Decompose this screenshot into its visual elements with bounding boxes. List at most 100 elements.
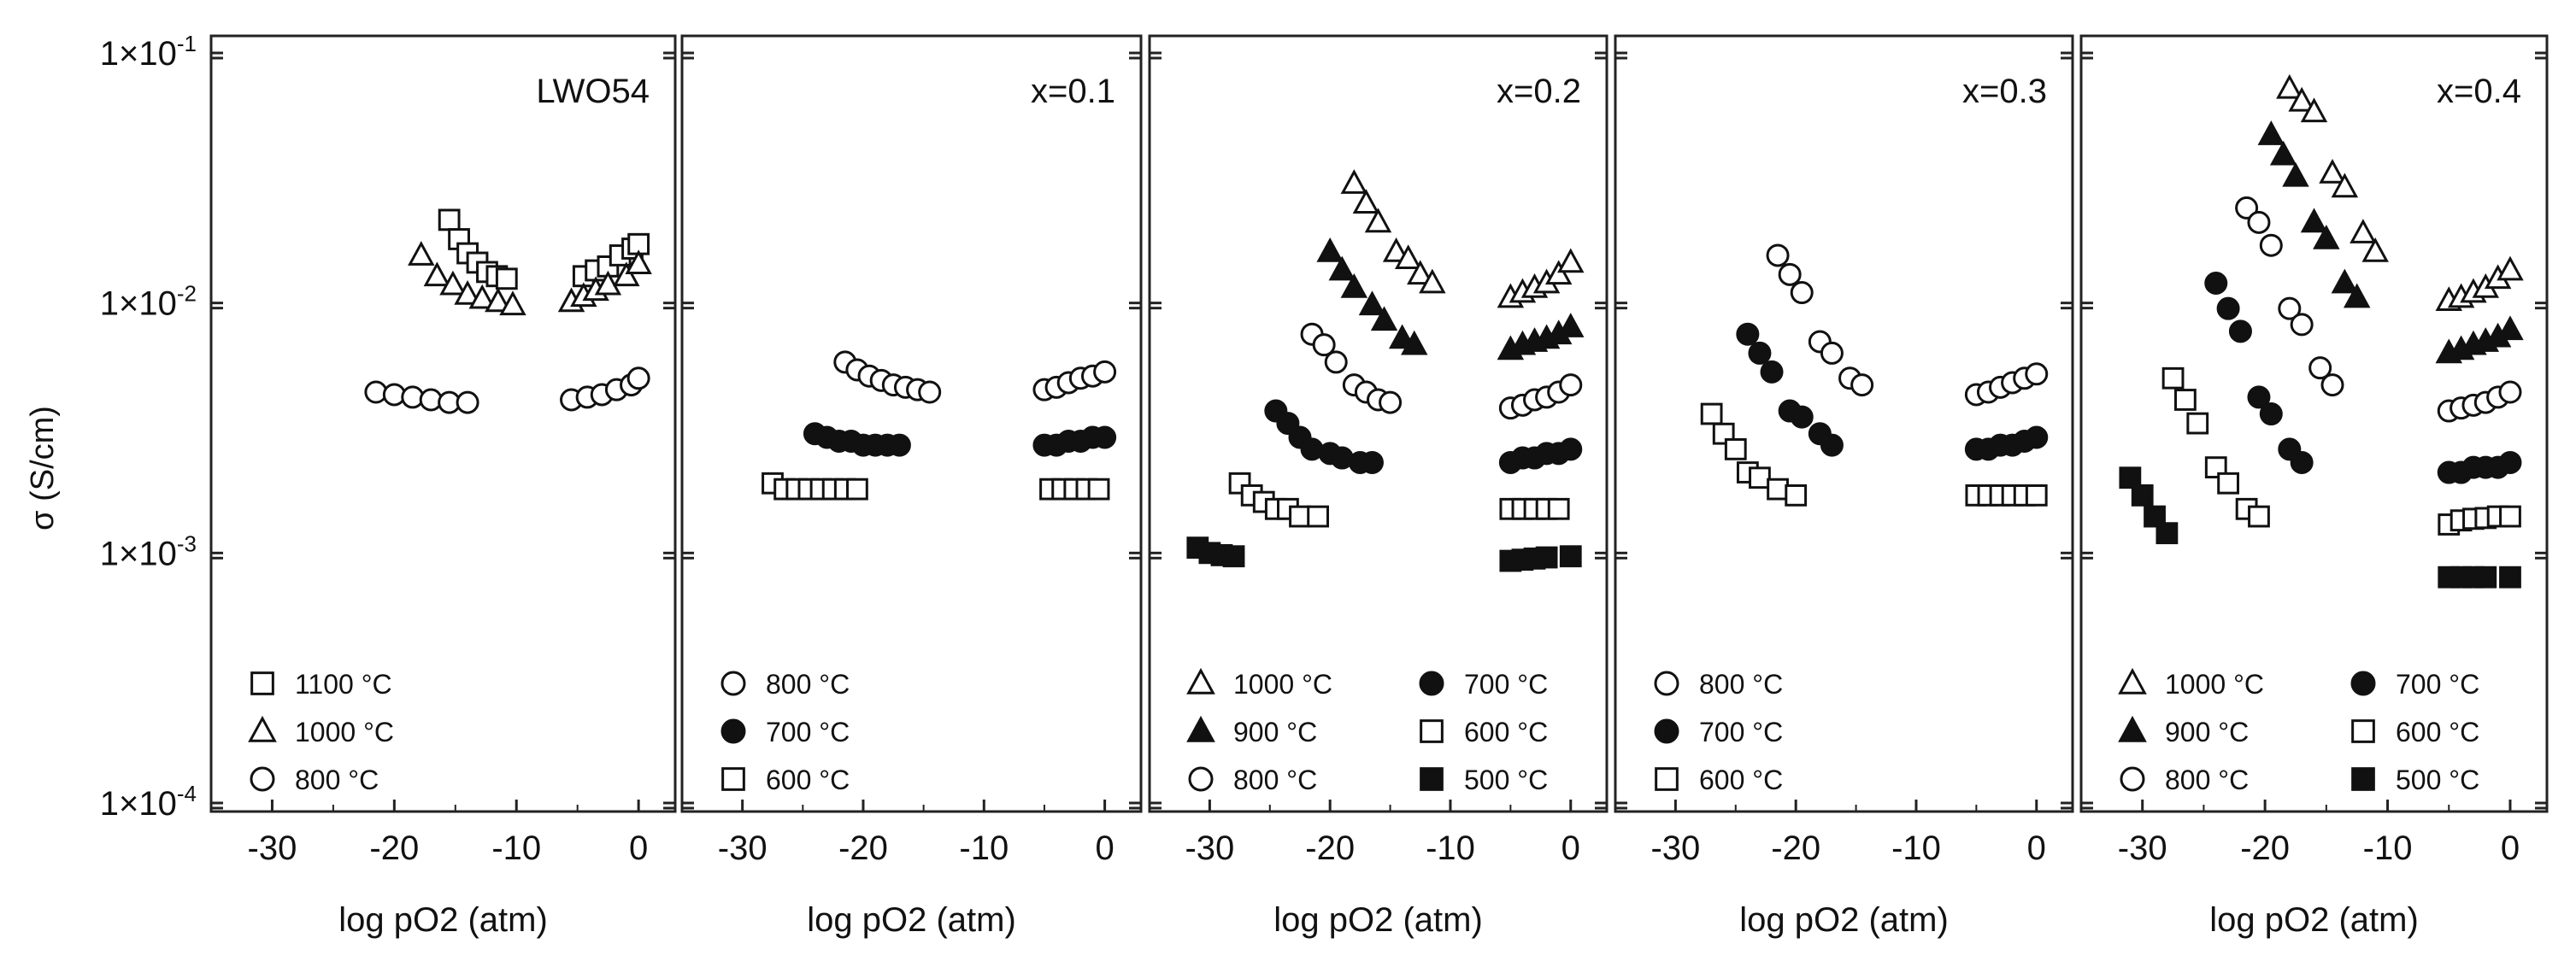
data-point [1557,313,1585,337]
y-tick-label: 1×10-1 [100,31,197,73]
data-point [1736,322,1760,346]
x-tick-label: -30 [248,829,297,867]
data-point [2119,466,2142,489]
data-point [2320,373,2344,397]
data-point [626,366,650,390]
data-point [2497,255,2524,281]
data-point [2300,208,2328,233]
y-axis-label: σ (S/cm) [25,406,61,530]
legend-label: 600 °C [2396,717,2479,747]
data-point [2228,319,2252,343]
legend-label: 700 °C [766,717,850,747]
chart-panel: -30 -20 -10 0 log pO2 (atm) x=0.4 1000 °C 900 °… [2079,34,2549,939]
data-series [1300,322,1583,420]
data-point [2498,380,2522,404]
panel-title: x=0.2 [1497,73,1581,110]
data-point [1785,484,1808,507]
panel-title: x=0.1 [1031,73,1115,110]
data-point [2499,566,2521,589]
x-axis-label: log pO2 (atm) [2209,901,2419,939]
data-point [846,478,868,501]
data-point [1820,433,1844,457]
data-point [2204,456,2227,479]
data-point [1559,373,1583,397]
data-point [1778,262,1802,286]
y-tick-label: 1×10-3 [100,530,197,572]
legend-marker [248,715,277,742]
data-point [1760,360,1784,384]
legend-label: 1000 °C [295,717,394,747]
y-tick-exponent: -3 [177,530,197,556]
data-series [1700,402,2048,507]
legend-marker [720,671,746,696]
x-tick-label: -30 [1650,829,1700,867]
legend-label: 600 °C [766,765,850,795]
legend-marker [1654,671,1679,696]
data-point [1364,208,1392,233]
data-point [2290,313,2314,337]
data-point [1093,425,1117,449]
data-point [2025,425,2049,449]
legend-marker [250,671,274,695]
legend-label: 500 °C [2396,765,2479,795]
data-point [2319,158,2346,184]
data-point [1379,390,1403,414]
data-point [2257,120,2285,145]
data-point [1547,497,1570,520]
x-tick-label: -10 [491,829,541,867]
data-point [1790,281,1814,305]
data-point [2350,219,2377,243]
plot-frame [1148,34,1609,813]
data-point [2269,140,2297,166]
legend-label: 800 °C [766,669,850,700]
x-tick-label: 0 [629,829,648,867]
legend-marker [1419,671,1444,696]
data-series [803,422,1117,457]
data-series [1766,243,2049,407]
x-axis-label: log pO2 (atm) [1273,901,1483,939]
data-point [1820,341,1844,365]
legend-label: 900 °C [1233,717,1317,747]
legend-label: 800 °C [1699,669,1783,700]
y-tick-exponent: -4 [177,781,197,806]
data-point [2499,505,2521,528]
panel-title: x=0.4 [2437,73,2521,110]
legend-marker [1655,767,1679,791]
data-point [1358,290,1386,316]
plot-frame [1614,34,2074,813]
data-point [2361,237,2389,262]
chart-panel: -30 -20 -10 0 log pO2 (atm) x=0.3 800 °C 700 °C… [1614,34,2074,939]
data-point [918,380,942,404]
data-point [1559,545,1582,568]
data-point [2308,356,2332,380]
data-point [2247,385,2271,409]
data-point [1307,505,1330,528]
data-point [1749,466,1771,489]
legend-marker [1654,718,1679,744]
legend-marker [2351,719,2375,743]
chart-panel: -30 -20 -10 0 log pO2 (atm) LWO54 1100 °C 1000 … [209,34,677,939]
data-point [1289,505,1311,528]
chart-panel: -30 -20 -10 0 log pO2 (atm) x=0.1 800 °C 700 °C… [680,34,1143,939]
data-point [1766,243,1790,267]
data-point [2290,450,2314,474]
x-tick-label: -10 [1891,829,1941,867]
x-tick-label: -20 [2240,829,2290,867]
data-point [1850,373,1874,397]
x-axis-label: log pO2 (atm) [1739,901,1949,939]
legend-marker [2118,667,2147,694]
data-point [2144,505,2166,528]
data-point [1700,402,1723,425]
data-point [1087,478,1110,501]
data-point [1340,169,1368,194]
data-point [2300,97,2328,123]
data-point [1328,255,1356,281]
data-point [1535,546,1558,569]
plot-frame [209,34,677,813]
data-point [2235,196,2259,220]
data-point [2186,412,2209,435]
data-point [499,290,526,316]
data-series [364,366,650,414]
data-point [2161,366,2185,390]
